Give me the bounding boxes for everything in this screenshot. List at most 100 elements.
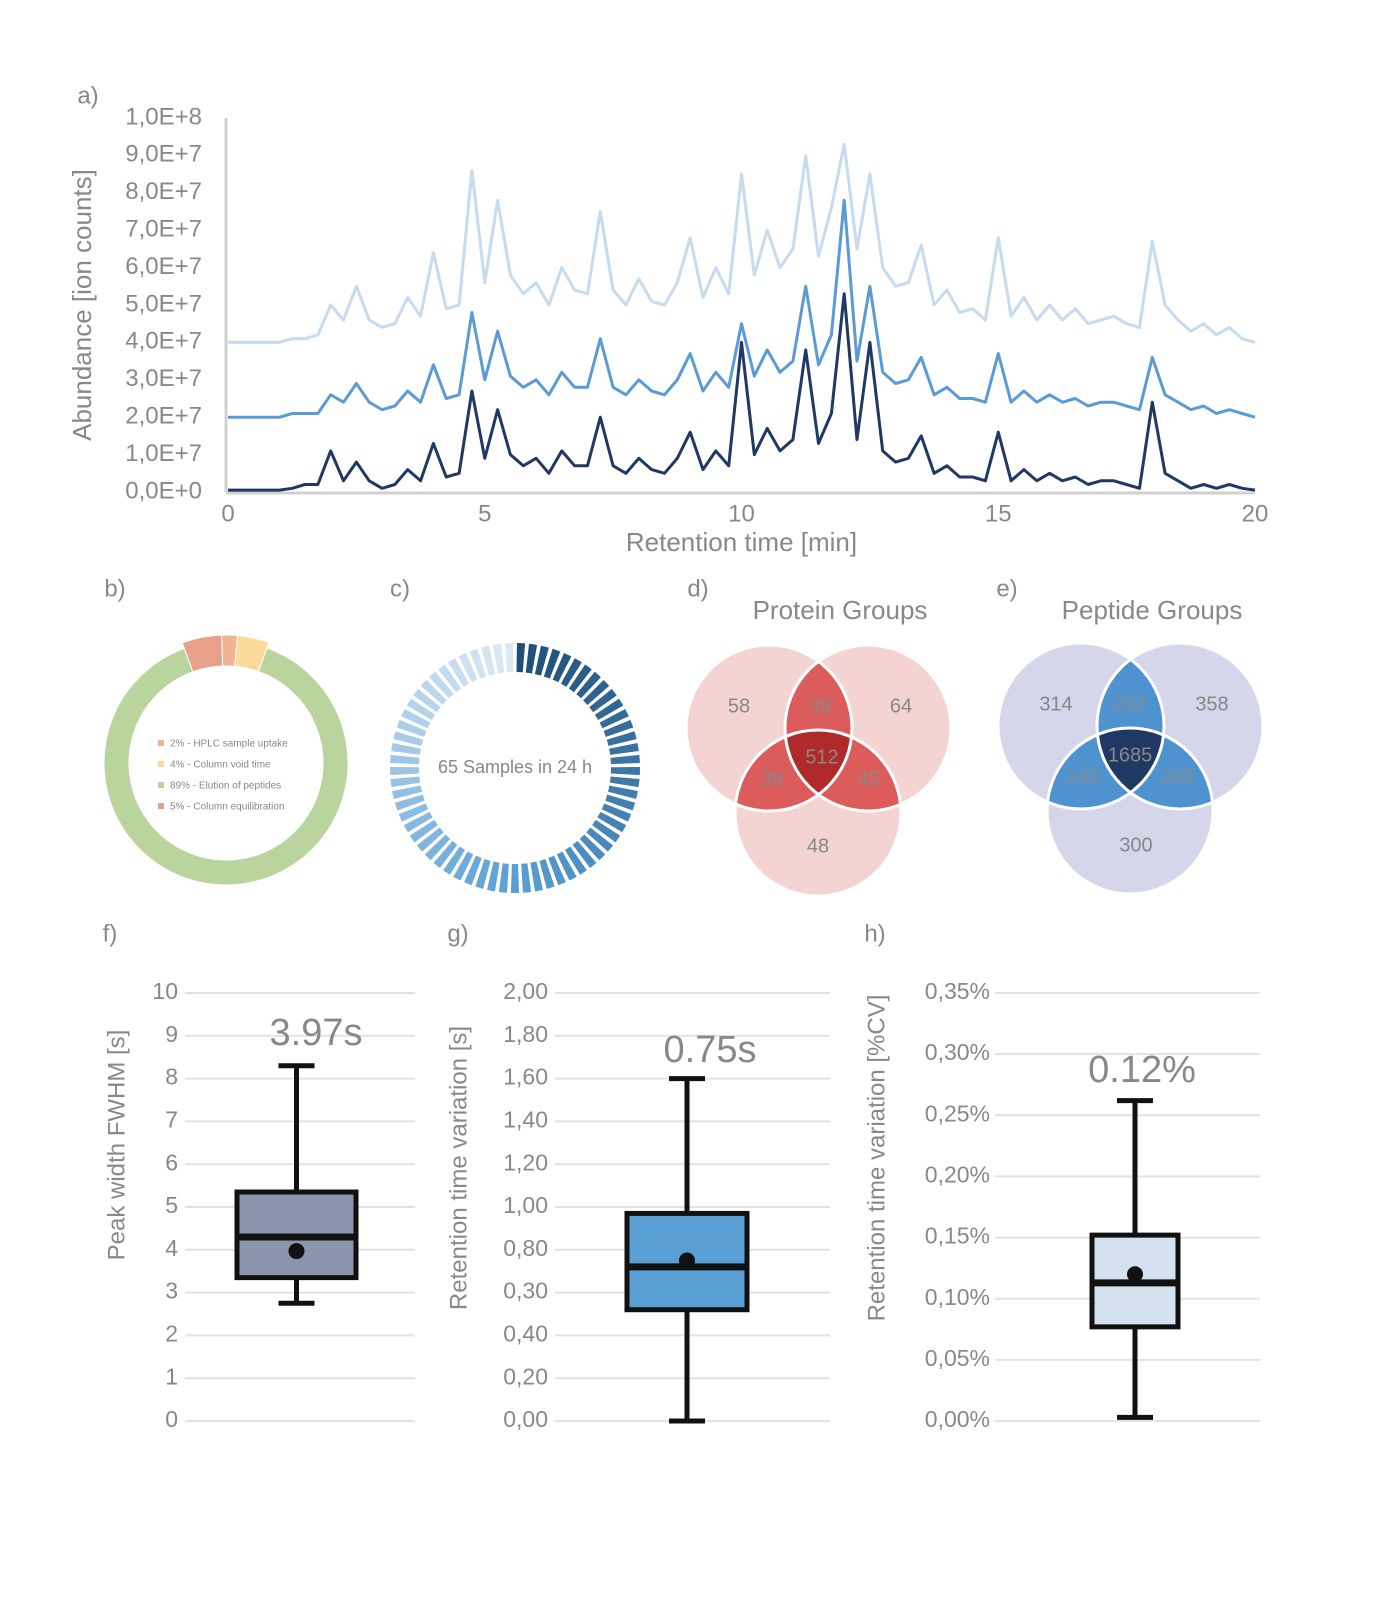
- ring-segment: [424, 834, 451, 861]
- ring-segment: [552, 652, 572, 683]
- y-tick-label: 0,80: [503, 1235, 548, 1261]
- venn-label: 512: [805, 746, 838, 768]
- series-line: [228, 198, 1256, 419]
- x-axis-label: Retention time [min]: [626, 527, 857, 557]
- ring-segment: [448, 658, 470, 687]
- y-tick-label: 0,00%: [925, 1406, 990, 1432]
- x-tick-label: 10: [728, 500, 755, 527]
- legend-swatch: [158, 803, 164, 809]
- venn-label: 358: [1195, 693, 1228, 715]
- y-tick-label: 0: [165, 1406, 178, 1432]
- venn-title: Protein Groups: [753, 595, 928, 625]
- venn-label: 48: [807, 835, 829, 857]
- ring-segment: [539, 859, 555, 889]
- legend-swatch: [158, 782, 164, 788]
- ring-segment: [393, 731, 424, 746]
- ring-segment: [603, 719, 634, 737]
- ring-segment: [464, 855, 482, 886]
- x-tick-label: 0: [221, 500, 234, 527]
- venn-outline: [684, 643, 854, 813]
- ring-segment: [391, 742, 421, 755]
- ring-segment: [576, 671, 601, 699]
- ring-segment: [416, 827, 444, 852]
- venn-label: 300: [1119, 834, 1152, 856]
- y-tick-label: 1,40: [503, 1106, 548, 1132]
- y-tick-label: 4,0E+7: [125, 328, 202, 355]
- y-tick-label: 2,00: [503, 978, 548, 1004]
- ring-segment: [516, 643, 526, 673]
- donut-segment: [181, 634, 224, 673]
- y-tick-label: 9,0E+7: [125, 141, 202, 168]
- panel-label: e): [996, 575, 1017, 602]
- y-tick-label: 2,0E+7: [125, 403, 202, 430]
- legend-label: 5% - Column equilibration: [170, 802, 285, 813]
- ring-segment: [609, 742, 639, 755]
- ring-segment: [433, 840, 458, 868]
- x-tick-label: 5: [478, 500, 491, 527]
- panel-label: g): [447, 920, 468, 947]
- ring-segment: [409, 819, 438, 843]
- y-tick-label: 0,05%: [925, 1345, 990, 1371]
- ring-segment: [406, 698, 436, 721]
- box-annotation: 3.97s: [270, 1012, 363, 1054]
- ring-segment: [390, 776, 421, 788]
- y-axis-label: Retention time variation [s]: [445, 1026, 472, 1310]
- venn-label: 263: [1160, 766, 1193, 788]
- ring-segment: [394, 794, 425, 811]
- venn-label: 1685: [1108, 744, 1153, 766]
- ring-segment: [396, 719, 427, 737]
- venn-region: [735, 730, 852, 811]
- ring-segment: [458, 652, 478, 683]
- venn-outline: [996, 641, 1166, 811]
- ring-segment: [521, 863, 532, 893]
- venn-label: 45: [858, 768, 880, 790]
- y-tick-label: 7,0E+7: [125, 216, 202, 243]
- ring-segment: [556, 851, 577, 881]
- y-tick-label: 1,60: [503, 1064, 548, 1090]
- ring-segment: [601, 803, 632, 822]
- venn-label: 38: [761, 768, 783, 790]
- y-tick-label: 1,00: [503, 1192, 548, 1218]
- y-tick-label: 5: [165, 1192, 178, 1218]
- legend-label: 89% - Elution of peptides: [170, 781, 281, 792]
- y-tick-label: 8,0E+7: [125, 178, 202, 205]
- ring-segment: [583, 679, 610, 705]
- mean-dot: [1127, 1266, 1143, 1283]
- y-tick-label: 0,00: [503, 1406, 548, 1432]
- y-tick-label: 0,35%: [925, 978, 990, 1004]
- venn-region: [1047, 728, 1164, 809]
- ring-segment: [606, 731, 637, 746]
- ring-segment: [492, 643, 505, 674]
- venn-label: 314: [1039, 693, 1072, 715]
- ring-segment: [420, 679, 447, 705]
- x-tick-label: 20: [1242, 500, 1269, 527]
- ring-segment: [481, 645, 496, 676]
- y-tick-label: 0,10%: [925, 1284, 990, 1310]
- venn-outline: [783, 643, 953, 813]
- y-tick-label: 4: [165, 1235, 178, 1261]
- y-axis-label: Peak width FWHM [s]: [103, 1030, 130, 1261]
- legend-label: 4% - Column void time: [170, 760, 271, 771]
- y-tick-label: 0,20: [503, 1363, 548, 1389]
- y-tick-label: 0,0E+0: [125, 477, 202, 504]
- ring-segment: [401, 708, 431, 729]
- ring-segment: [605, 794, 636, 811]
- ring-segment: [589, 688, 617, 713]
- ring-segment: [609, 776, 640, 788]
- panel-label: a): [77, 82, 98, 109]
- y-tick-label: 0,25%: [925, 1100, 990, 1126]
- y-tick-label: 3,0E+7: [125, 365, 202, 392]
- ring-segment: [597, 811, 627, 833]
- y-axis-label: Retention time variation [%CV]: [863, 995, 890, 1322]
- legend-label: 2% - HPLC sample uptake: [170, 739, 288, 750]
- ring-segment: [599, 708, 629, 729]
- venn-title: Peptide Groups: [1062, 595, 1243, 625]
- ring-segment: [398, 803, 429, 822]
- venn-outline: [733, 728, 903, 898]
- ring-segment: [390, 754, 420, 765]
- venn-label: 64: [890, 695, 912, 717]
- series-line: [228, 292, 1256, 492]
- ring-segment: [560, 658, 582, 687]
- x-tick-label: 15: [985, 500, 1012, 527]
